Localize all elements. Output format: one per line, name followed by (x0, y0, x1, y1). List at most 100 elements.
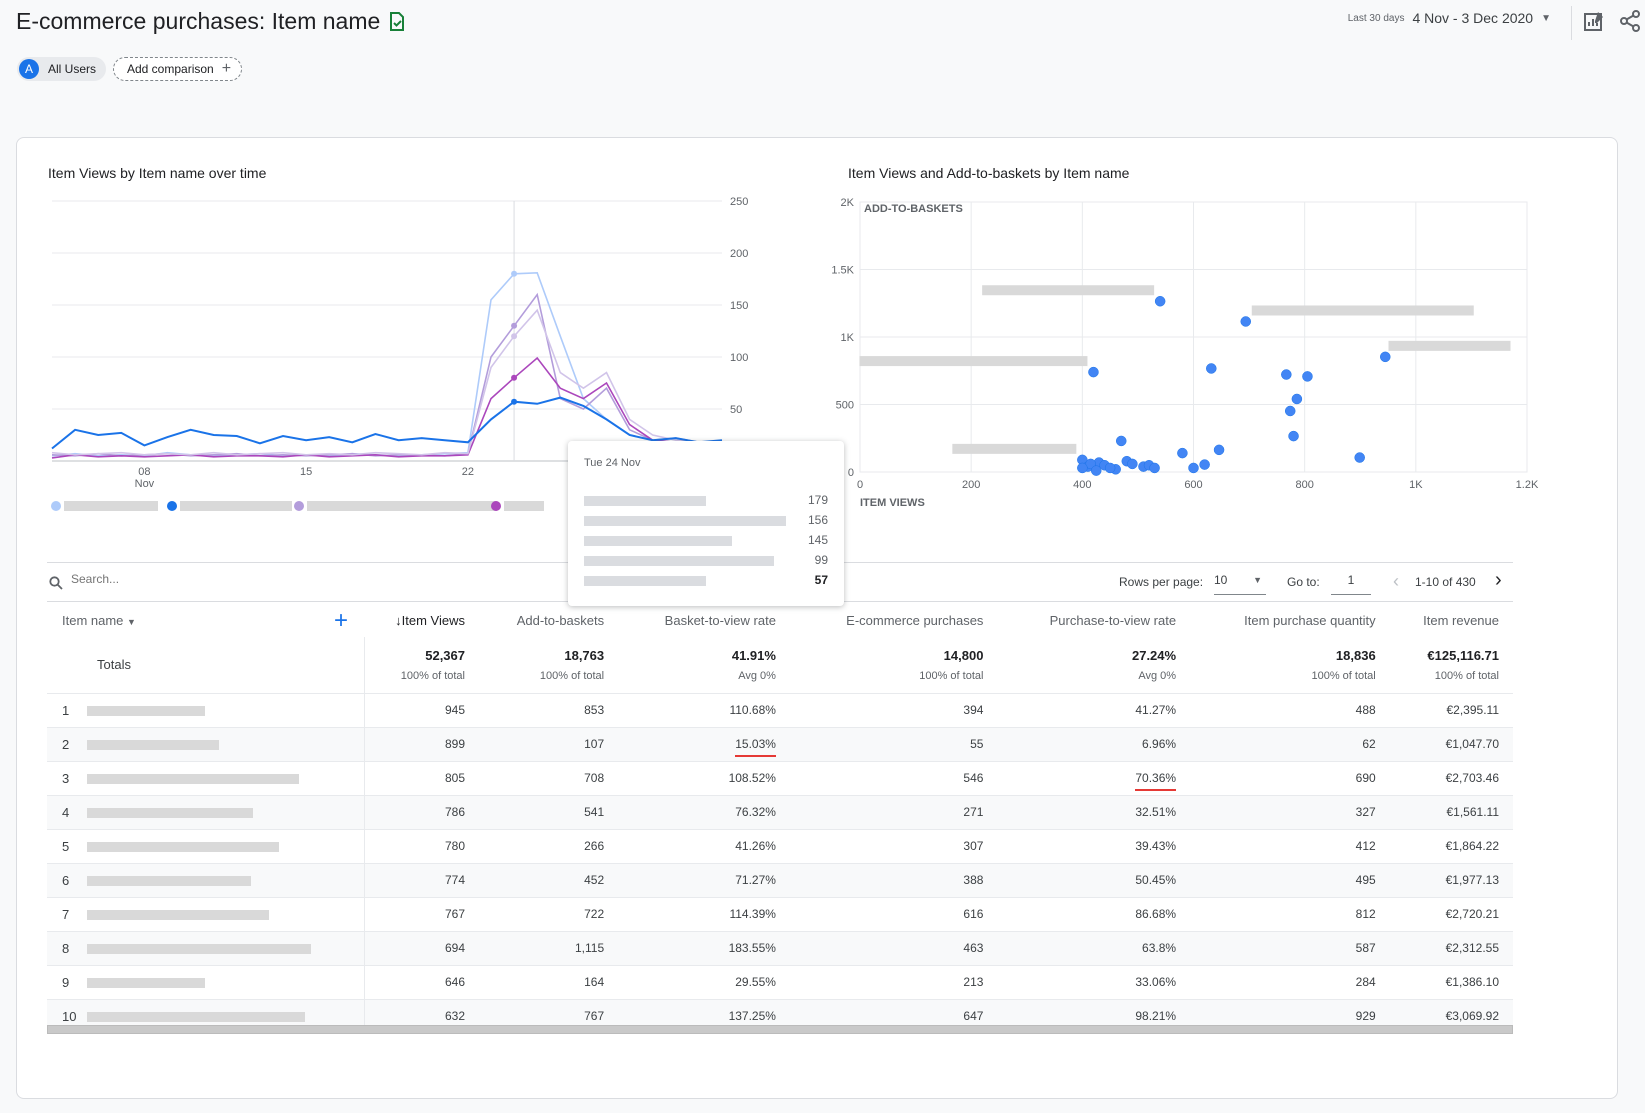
cell-value: 284 (1355, 975, 1376, 989)
scatter-point[interactable] (1240, 316, 1251, 327)
series-point (511, 270, 518, 277)
column-header-basket-to-view-rate[interactable]: Basket-to-view rate (664, 612, 776, 628)
previous-page-icon[interactable]: ‹ (1393, 571, 1399, 591)
totals-percent: 100% of total (919, 669, 984, 682)
column-header-ecommerce-purchases[interactable]: E-commerce purchases (846, 612, 984, 628)
series-line[interactable] (51, 292, 723, 457)
table-row[interactable]: 7 767 722 114.39% 616 86.68% 812 €2,720.21 (47, 896, 1513, 931)
item-name-cell[interactable] (87, 896, 365, 931)
item-name-cell[interactable] (87, 692, 365, 727)
add-comparison-button[interactable]: Add comparison + (113, 57, 243, 81)
horizontal-scrollbar[interactable] (47, 1025, 1513, 1034)
scatter-point[interactable] (1213, 444, 1225, 456)
cell-value: 780 (444, 839, 465, 853)
point-redacted-label (1388, 340, 1511, 351)
goto-page-input[interactable]: 1 (1331, 569, 1371, 595)
table-cell: 15.03% (618, 726, 790, 761)
row-index: 9 (47, 964, 87, 999)
series-line[interactable] (51, 396, 723, 450)
add-dimension-plus-icon[interactable]: + (333, 607, 348, 634)
redacted-item-name (87, 773, 299, 784)
rows-per-page-select[interactable]: 10 ▼ (1214, 569, 1266, 595)
series-line[interactable] (51, 356, 723, 459)
verified-report-icon (390, 11, 405, 31)
table-row[interactable]: 9 646 164 29.55% 213 33.06% 284 €1,386.10 (47, 964, 1513, 999)
table-cell: 110.68% (618, 692, 790, 727)
scatter-chart[interactable]: 2K 1.5K 1K 500 00 200 400 600 800 1K 1.2K ADD-TO-BA… (817, 188, 1617, 528)
item-name-cell[interactable] (87, 862, 365, 897)
column-header-item-name[interactable]: Item name ▼ + (47, 603, 364, 637)
item-name-cell[interactable] (87, 964, 365, 999)
scatter-point[interactable] (1380, 351, 1391, 363)
column-header-item-purchase-quantity[interactable]: Item purchase quantity (1244, 612, 1376, 628)
cell-value: 62 (1362, 737, 1376, 751)
legend-redacted-label (64, 501, 158, 511)
item-name-cell[interactable] (87, 760, 365, 795)
scatter-point[interactable] (1291, 393, 1303, 405)
scatter-point[interactable] (1090, 465, 1102, 476)
scatter-point[interactable] (1154, 295, 1166, 307)
next-page-icon[interactable]: › (1495, 569, 1502, 591)
scatter-point[interactable] (1088, 366, 1099, 378)
table-cell: 183.55% (618, 930, 790, 965)
item-name-cell[interactable] (87, 726, 365, 761)
scatter-point[interactable] (1149, 462, 1160, 474)
customize-report-icon[interactable] (1583, 10, 1605, 32)
item-name-cell[interactable] (87, 828, 365, 863)
scatter-point[interactable] (1077, 462, 1088, 474)
cell-value: 1,115 (574, 941, 605, 955)
line-chart[interactable]: 250 200 150 100 50 08 15 22 Nov (17, 188, 817, 518)
table-row[interactable]: 3 805 708 108.52% 546 70.36% 690 €2,703.46 (47, 760, 1513, 795)
scatter-point[interactable] (1199, 459, 1210, 470)
table-row[interactable]: 8 694 1,115 183.55% 463 63.8% 587 €2,312.55 (47, 930, 1513, 965)
cell-value: 63.8% (1142, 941, 1177, 955)
report-card: Item Views by Item name over time Item V… (16, 137, 1618, 1099)
table-cell: 722 (479, 896, 619, 931)
table-row[interactable]: 5 780 266 41.26% 307 39.43% 412 €1,864.22 (47, 828, 1513, 863)
column-header-purchase-to-view-rate[interactable]: Purchase-to-view rate (1049, 612, 1177, 628)
table-row[interactable]: 6 774 452 71.27% 388 50.45% 495 €1,977.13 (47, 862, 1513, 897)
item-name-cell[interactable] (87, 930, 365, 965)
table-row[interactable]: 1 945 853 110.68% 394 41.27% 488 €2,395.11 (47, 692, 1513, 727)
tooltip-row: 57 (584, 573, 828, 587)
segment-chip-all-users[interactable]: A All Users (17, 57, 107, 81)
redacted-item-name (87, 705, 205, 716)
table-row[interactable]: 2 899 107 15.03% 55 6.96% 62 €1,047.70 (47, 726, 1513, 761)
column-header-item-revenue[interactable]: Item revenue (1423, 612, 1499, 628)
scatter-point[interactable] (1288, 430, 1299, 442)
scatter-point[interactable] (1115, 435, 1127, 447)
legend-swatch[interactable] (51, 501, 61, 511)
item-name-cell[interactable] (87, 794, 365, 829)
scatter-point[interactable] (1127, 458, 1138, 470)
scatter-point[interactable] (1177, 447, 1188, 459)
table-row[interactable]: 4 786 541 76.32% 271 32.51% 327 €1,561.11 (47, 794, 1513, 829)
cell-value: 107 (584, 737, 605, 751)
scatter-point[interactable] (1284, 405, 1296, 417)
scatter-point[interactable] (1104, 462, 1116, 474)
date-range-picker[interactable]: Last 30 days 4 Nov - 3 Dec 2020 ▼ (1348, 10, 1551, 26)
cell-value: 394 (963, 703, 984, 717)
legend-swatch[interactable] (167, 501, 177, 511)
search-input[interactable] (71, 572, 371, 586)
legend-swatch[interactable] (294, 501, 304, 511)
table-cell: €1,864.22 (1389, 828, 1513, 863)
scatter-point[interactable] (1206, 363, 1217, 374)
column-header-add-to-baskets[interactable]: Add-to-baskets (516, 612, 605, 628)
scatter-point[interactable] (1302, 371, 1313, 382)
page-range: 1-10 of 430 (1415, 575, 1476, 589)
table-cell: 63.8% (997, 930, 1191, 965)
series-line[interactable] (51, 308, 723, 456)
scatter-point[interactable] (1188, 462, 1199, 474)
scatter-point[interactable] (1281, 369, 1292, 380)
column-header-item-views[interactable]: ↓Item Views (364, 603, 479, 637)
table-cell: 41.27% (997, 692, 1191, 727)
legend-swatch[interactable] (491, 501, 501, 511)
cell-value: 632 (444, 1009, 465, 1024)
cell-value: 110.68% (729, 703, 776, 717)
table-cell: 71.27% (618, 862, 790, 897)
y-tick-label: 500 (836, 400, 854, 412)
share-icon[interactable] (1619, 10, 1641, 32)
scatter-point[interactable] (1354, 452, 1365, 463)
row-index: 5 (47, 828, 87, 863)
table-cell: 786 (364, 794, 479, 829)
